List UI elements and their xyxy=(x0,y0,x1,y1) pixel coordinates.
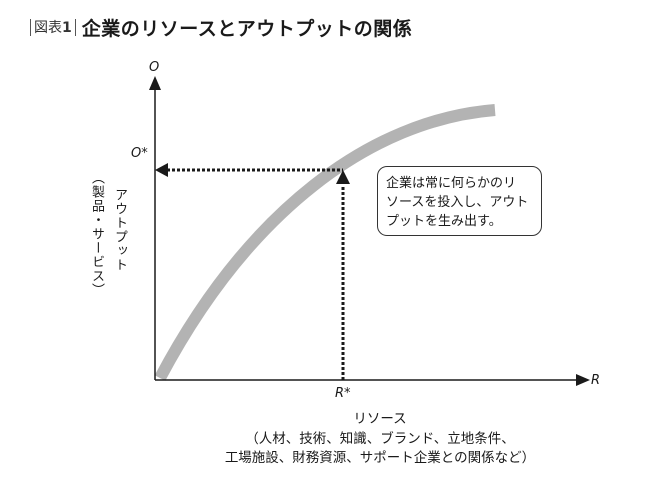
callout-line-2: ソースを投入し、アウト xyxy=(386,195,529,210)
figure-label-left-bar xyxy=(30,18,31,36)
figure-label-prefix: 図表 xyxy=(34,20,62,36)
y-axis-arrowhead xyxy=(149,76,161,90)
output-projection-arrowhead xyxy=(155,163,168,177)
x-axis-label-line-1: （人材、技術、知識、ブランド、立地条件、 xyxy=(245,431,515,447)
figure-title: 企業のリソースとアウトプットの関係 xyxy=(81,17,413,40)
figure-header: 図表1 企業のリソースとアウトプットの関係 xyxy=(30,12,412,42)
figure-label: 図表1 xyxy=(30,17,76,37)
explanation-callout: 企業は常に何らかのリ ソースを投入し、アウト プットを生み出す。 xyxy=(377,166,542,236)
resource-projection-arrowhead xyxy=(336,170,350,184)
x-marker-label: R* xyxy=(335,386,351,401)
x-axis-symbol: R xyxy=(591,373,601,388)
figure-label-right-bar xyxy=(74,18,76,36)
output-curve xyxy=(154,104,496,381)
x-axis-label-line-2: 工場施設、財務資源、サポート企業との関係など） xyxy=(224,450,536,466)
y-axis-label-sub: （製品・サービス） xyxy=(89,171,104,297)
figure-number: 1 xyxy=(62,20,72,36)
x-axis-arrowhead xyxy=(576,374,590,386)
y-axis-label-main: アウトプット xyxy=(112,188,127,272)
y-axis-symbol: O xyxy=(149,60,160,75)
callout-line-3: プットを生み出す。 xyxy=(386,214,502,229)
y-marker-label: O* xyxy=(131,146,148,161)
callout-line-1: 企業は常に何らかのリ xyxy=(386,176,517,191)
x-axis-label-main: リソース xyxy=(353,411,407,427)
